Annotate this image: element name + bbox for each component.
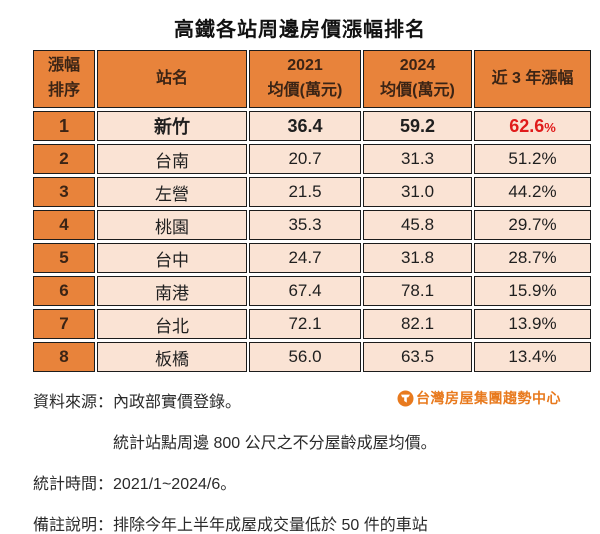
table-row: 7 台北 72.1 82.1 13.9% [33,309,591,339]
period-text: 2021/1~2024/6。 [113,476,237,493]
percent-sign: % [541,281,557,300]
rank-cell: 6 [33,276,95,306]
period-line: 統計時間：2021/1~2024/6。 [33,470,593,494]
change-cell: 13.9% [474,309,591,339]
price-2021-cell: 56.0 [249,342,361,372]
change-cell: 44.2% [474,177,591,207]
change-value: 51.2 [508,149,542,168]
price-2021-cell: 72.1 [249,309,361,339]
table-header-row: 漲幅 排序 站名 2021 均價(萬元) 2024 均價(萬元) 近 3 年漲幅 [33,50,591,108]
station-cell: 左營 [97,177,247,207]
change-cell: 15.9% [474,276,591,306]
table-row: 3 左營 21.5 31.0 44.2% [33,177,591,207]
change-cell: 62.6% [474,111,591,141]
change-cell: 29.7% [474,210,591,240]
hsr-price-table: 漲幅 排序 站名 2021 均價(萬元) 2024 均價(萬元) 近 3 年漲幅… [31,47,593,375]
price-2021-cell: 36.4 [249,111,361,141]
station-cell: 南港 [97,276,247,306]
change-value: 13.4 [508,347,542,366]
page-title: 高鐵各站周邊房價漲幅排名 [174,19,426,41]
table-row: 2 台南 20.7 31.3 51.2% [33,144,591,174]
percent-sign: % [541,215,557,234]
rank-cell: 2 [33,144,95,174]
percent-sign: % [541,347,557,366]
remark-text: 排除今年上半年成屋成交量低於 50 件的車站 [113,517,428,534]
price-2021-cell: 67.4 [249,276,361,306]
source-line: 資料來源：內政部實價登錄。 [33,388,593,412]
price-2021-cell: 21.5 [249,177,361,207]
logo-text: 台灣房屋集團趨勢中心 [416,390,561,406]
remark-label: 備註說明： [33,517,114,534]
rank-cell: 7 [33,309,95,339]
station-cell: 新竹 [97,111,247,141]
price-2024-cell: 63.5 [363,342,472,372]
source-note-line: 統計站點周邊 800 公尺之不分屋齡成屋均價。 [33,429,593,453]
station-cell: 台中 [97,243,247,273]
price-2024-cell: 31.0 [363,177,472,207]
change-value: 13.9 [508,314,542,333]
price-2024-cell: 82.1 [363,309,472,339]
price-2021-cell: 35.3 [249,210,361,240]
header-price-2024: 2024 均價(萬元) [363,50,472,108]
change-cell: 51.2% [474,144,591,174]
change-value: 15.9 [508,281,542,300]
remark-line: 備註說明：排除今年上半年成屋成交量低於 50 件的車站 [33,511,593,534]
station-cell: 板橋 [97,342,247,372]
percent-sign: % [544,119,556,135]
price-2021-cell: 24.7 [249,243,361,273]
table-row: 6 南港 67.4 78.1 15.9% [33,276,591,306]
logo-house-icon [397,390,414,407]
rank-cell: 1 [33,111,95,141]
change-value: 29.7 [508,215,542,234]
price-2024-cell: 59.2 [363,111,472,141]
change-cell: 13.4% [474,342,591,372]
change-value: 28.7 [508,248,542,267]
table-row: 4 桃園 35.3 45.8 29.7% [33,210,591,240]
percent-sign: % [541,149,557,168]
price-2024-cell: 31.3 [363,144,472,174]
table-row: 8 板橋 56.0 63.5 13.4% [33,342,591,372]
footer-notes: 台灣房屋集團趨勢中心 資料來源：內政部實價登錄。 統計站點周邊 800 公尺之不… [33,388,593,534]
header-change: 近 3 年漲幅 [474,50,591,108]
rank-cell: 5 [33,243,95,273]
header-rank: 漲幅 排序 [33,50,95,108]
period-label: 統計時間： [33,476,114,493]
station-cell: 桃園 [97,210,247,240]
source-note-text: 統計站點周邊 800 公尺之不分屋齡成屋均價。 [113,435,437,452]
table-row: 1 新竹 36.4 59.2 62.6% [33,111,591,141]
price-2024-cell: 31.8 [363,243,472,273]
station-cell: 台北 [97,309,247,339]
price-2021-cell: 20.7 [249,144,361,174]
table-row: 5 台中 24.7 31.8 28.7% [33,243,591,273]
rank-cell: 3 [33,177,95,207]
header-station: 站名 [97,50,247,108]
station-cell: 台南 [97,144,247,174]
source-text: 內政部實價登錄。 [113,394,242,411]
header-price-2021: 2021 均價(萬元) [249,50,361,108]
rank-cell: 8 [33,342,95,372]
percent-sign: % [541,314,557,333]
change-value: 62.6 [509,115,545,136]
change-value: 44.2 [508,182,542,201]
price-2024-cell: 45.8 [363,210,472,240]
price-2024-cell: 78.1 [363,276,472,306]
percent-sign: % [541,182,557,201]
rank-cell: 4 [33,210,95,240]
percent-sign: % [541,248,557,267]
source-label: 資料來源： [33,394,114,411]
change-cell: 28.7% [474,243,591,273]
taiwan-housing-logo: 台灣房屋集團趨勢中心 [397,388,561,408]
